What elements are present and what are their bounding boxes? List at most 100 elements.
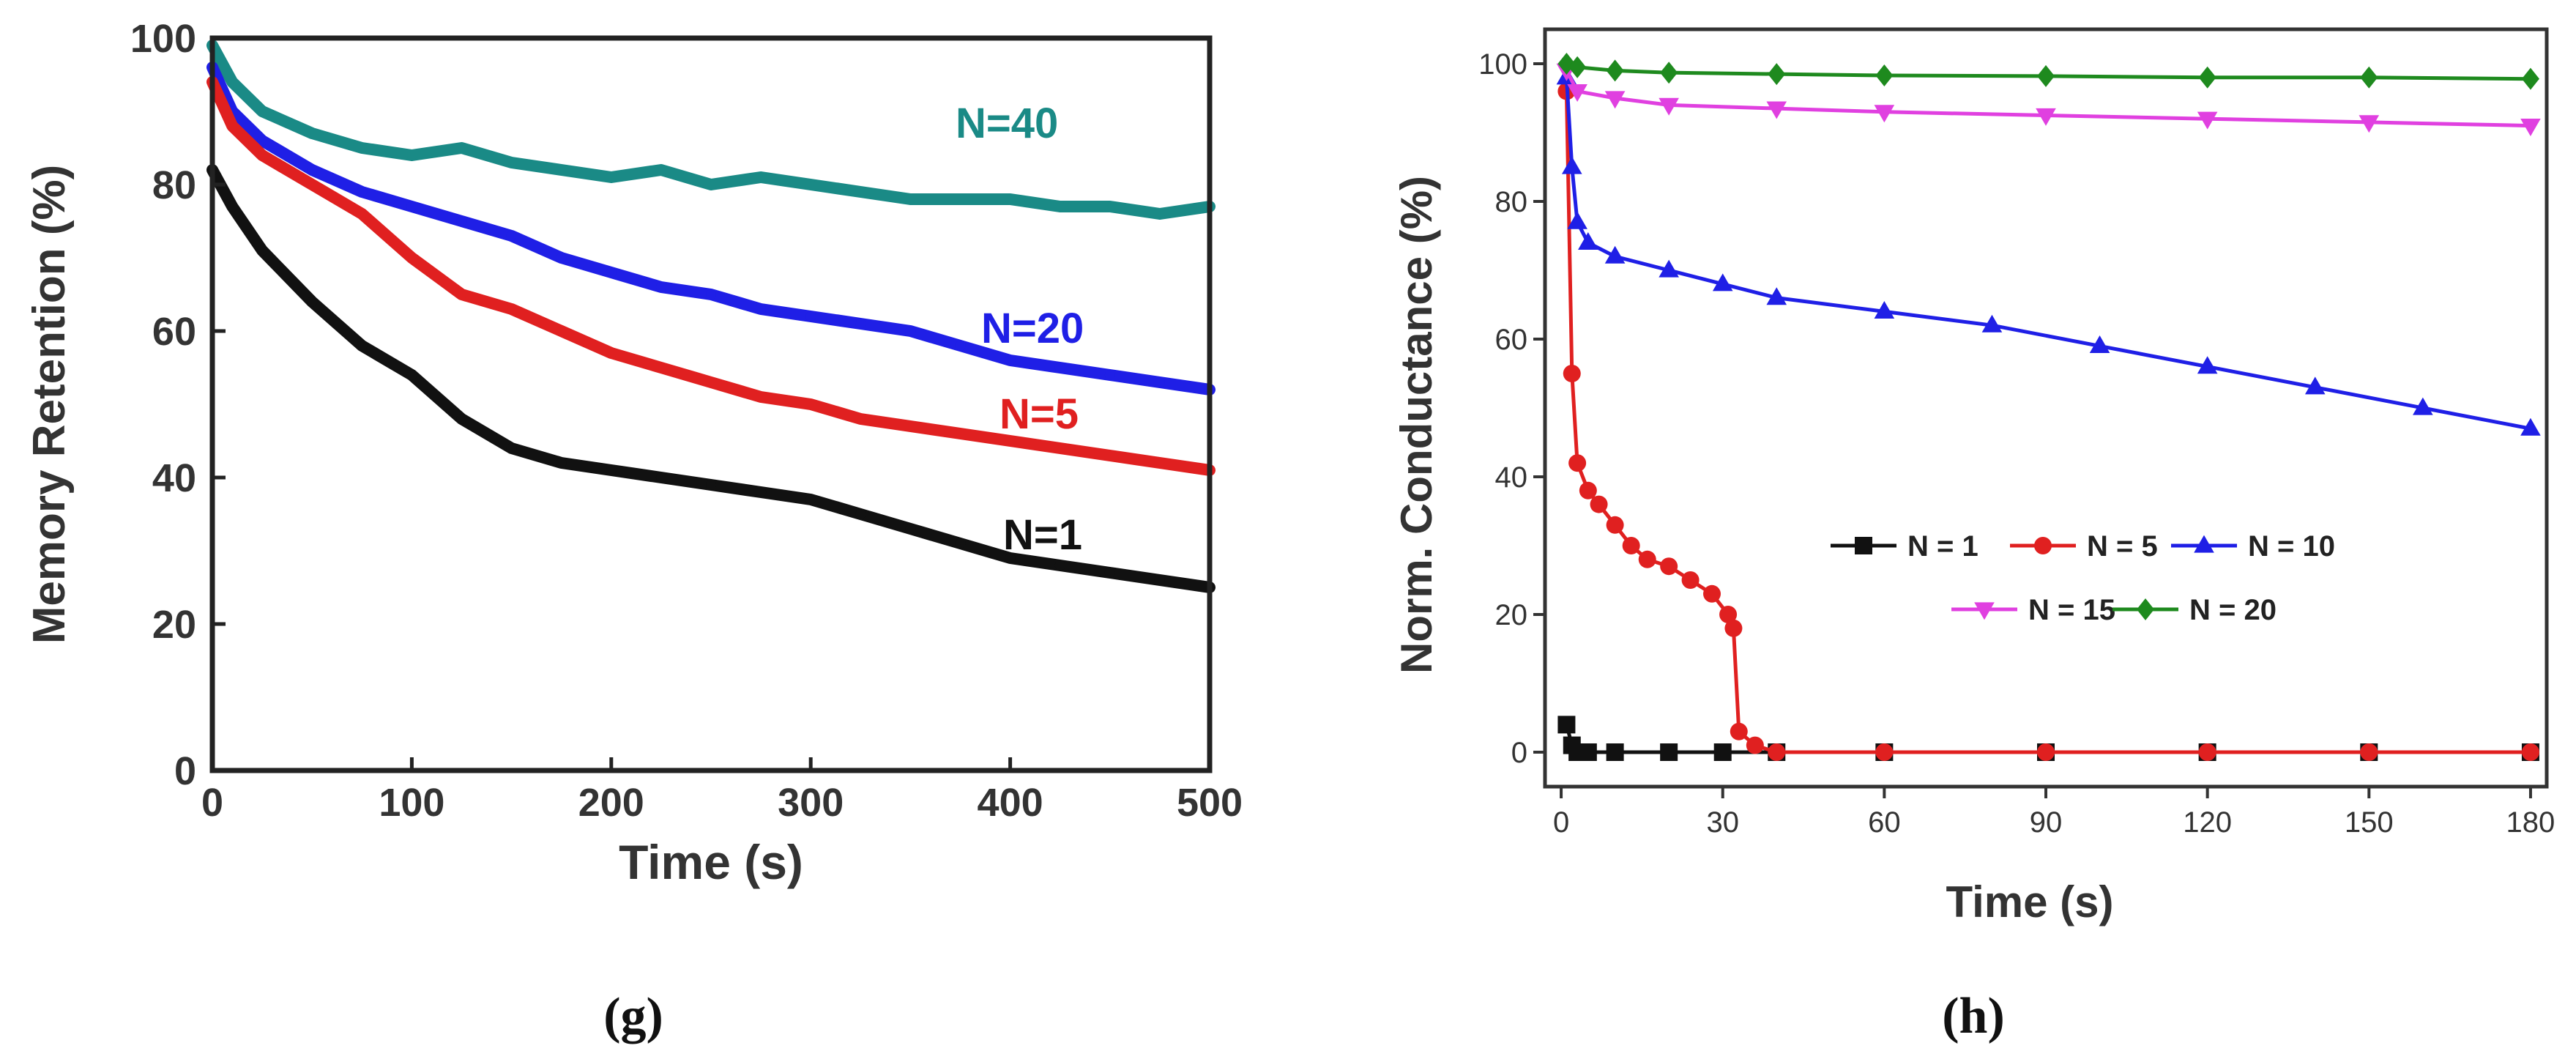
- chart-h-point-n-5: [2037, 743, 2055, 761]
- chart-h-point-n-10: [1561, 156, 1582, 174]
- chart-h-point-n-10: [1659, 259, 1679, 278]
- chart-h-y-tick-label: 20: [1495, 599, 1528, 631]
- chart-g-point-n-20: [406, 201, 417, 212]
- chart-h-point-n-5: [1681, 571, 1700, 589]
- chart-h-legend-marker-n-15: [1974, 602, 1995, 620]
- chart-h-point-n-15: [2197, 111, 2218, 130]
- chart-h-point-n-1: [1713, 743, 1732, 761]
- chart-g-point-n-5: [1104, 450, 1115, 461]
- chart-g-series-line-n-40: [206, 40, 1216, 220]
- chart-g-point-n-20: [556, 253, 567, 263]
- chart-h-point-n-15: [1874, 105, 1895, 123]
- chart-g-y-tick-label: 60: [152, 310, 196, 354]
- chart-g-point-n-20: [905, 326, 916, 336]
- chart-h-panel-label: (h): [1942, 988, 2005, 1044]
- chart-h-ticks: 0 30 60 90 120 150 180 0 20 40 60 80 100: [1478, 48, 2555, 839]
- chart-g-x-tick-label: 400: [978, 781, 1043, 825]
- chart-g-point-n-40: [307, 128, 318, 138]
- chart-g-point-n-1: [1054, 560, 1065, 571]
- chart-h-point-n-5: [1724, 619, 1743, 637]
- chart-g-point-n-5: [506, 304, 517, 314]
- chart-h-point-n-5: [1730, 722, 1748, 740]
- chart-h-point-n-5: [1703, 584, 1721, 603]
- chart-h-y-tick-label: 100: [1478, 48, 1527, 81]
- chart-h-point-n-1: [1606, 743, 1624, 761]
- chart-h-point-n-5: [1622, 537, 1640, 554]
- chart-g-point-n-20: [1154, 377, 1165, 387]
- chart-h-point-n-5: [1563, 365, 1581, 382]
- chart-h-point-n-1: [1579, 743, 1597, 761]
- chart-g-point-n-1: [1154, 575, 1165, 585]
- chart-g-point-n-5: [706, 377, 716, 387]
- chart-h-point-n-5: [2360, 743, 2378, 761]
- chart-g-point-n-1: [655, 472, 666, 483]
- chart-g-series-label-n-20: N=20: [981, 305, 1084, 352]
- chart-g-point-n-20: [855, 319, 866, 329]
- chart-h-series-line-n-5: [1564, 91, 2531, 754]
- chart-g-y-tick-label: 20: [152, 603, 196, 647]
- chart-h-point-n-20: [1875, 64, 1894, 86]
- chart-g-point-n-40: [655, 165, 666, 175]
- chart-g-point-n-40: [1054, 201, 1065, 212]
- chart-h-point-n-20: [1568, 56, 1587, 78]
- chart-h-point-n-10: [2089, 335, 2110, 353]
- chart-g-point-n-40: [805, 179, 816, 190]
- chart-g-ticks: 0 100 200 300 400 500 0 20 40 60 80 100: [130, 17, 1243, 825]
- chart-h-legend-marker-n-1: [1855, 537, 1872, 554]
- chart-h-point-n-5: [1660, 557, 1678, 576]
- chart-h-point-n-10: [1874, 301, 1895, 319]
- chart-g-point-n-20: [606, 267, 617, 278]
- chart-h-point-n-20: [1768, 63, 1786, 86]
- chart-h-legend-label-n-10: N = 10: [2248, 530, 2335, 562]
- chart-g-series-line-n-1: [206, 164, 1216, 593]
- chart-h-y-axis-label: Norm. Conductance (%): [1392, 176, 1441, 674]
- chart-h: 0 30 60 90 120 150 180 0 20 40 60 80 100 Time (s) No…: [1392, 27, 2555, 1044]
- chart-h-point-n-15: [1567, 84, 1587, 102]
- chart-g-point-n-1: [257, 245, 268, 256]
- chart-g-point-n-20: [955, 341, 966, 351]
- chart-g-point-n-1: [556, 458, 567, 468]
- chart-h-x-tick-label: 180: [2506, 806, 2555, 839]
- chart-h-y-tick-label: 40: [1495, 461, 1528, 494]
- chart-h-point-n-5: [1579, 481, 1597, 499]
- chart-h-legend-label-n-15: N = 15: [2028, 594, 2115, 626]
- chart-g-point-n-5: [955, 428, 966, 439]
- chart-g-x-tick-label: 0: [201, 781, 223, 825]
- chart-h-y-tick-label: 0: [1511, 737, 1527, 769]
- chart-g-frame: [209, 35, 1213, 773]
- chart-h-point-n-10: [2197, 356, 2218, 374]
- chart-g-point-n-1: [706, 480, 716, 490]
- chart-g-point-n-1: [227, 201, 238, 212]
- chart-g-series-line-n-5: [206, 76, 1216, 476]
- chart-g-point-n-40: [506, 157, 517, 168]
- chart-g-point-n-5: [357, 209, 368, 219]
- chart-g-point-n-5: [905, 421, 916, 431]
- chart-g-plot-area: N=40 N=20 N=5 N=1: [206, 40, 1216, 593]
- chart-h-point-n-10: [1981, 314, 2003, 333]
- chart-g-point-n-5: [257, 150, 268, 160]
- chart-g-x-tick-label: 500: [1177, 781, 1243, 825]
- chart-h-x-tick-label: 30: [1706, 806, 1739, 839]
- chart-g-y-axis-label: Memory Retention (%): [24, 165, 75, 644]
- chart-g-point-n-5: [606, 348, 617, 358]
- chart-h-plot-area: [1556, 53, 2541, 761]
- chart-h-legend-marker-n-10: [2194, 535, 2214, 553]
- chart-g-point-n-5: [406, 253, 417, 263]
- chart-g-point-n-5: [855, 414, 866, 424]
- chart-g-point-n-5: [655, 363, 666, 373]
- chart-g-point-n-1: [307, 297, 318, 307]
- chart-g-point-n-5: [556, 326, 567, 336]
- chart-g-x-tick-label: 200: [578, 781, 644, 825]
- chart-g-point-n-1: [506, 443, 517, 453]
- chart-g-series-label-n-1: N=1: [1003, 511, 1082, 559]
- chart-h-point-n-10: [2520, 417, 2541, 436]
- chart-h-point-n-5: [1638, 550, 1656, 568]
- chart-h-legend-marker-n-20: [2137, 598, 2154, 620]
- chart-h-point-n-5: [1746, 736, 1764, 754]
- chart-g-point-n-5: [1054, 443, 1065, 453]
- chart-h-point-n-10: [2304, 376, 2326, 395]
- chart-h-point-n-20: [1606, 59, 1624, 82]
- chart-h-legend: N = 1 N = 5 N = 10 N = 15 N = 20: [1831, 530, 2335, 626]
- chart-h-legend-marker-n-5: [2034, 537, 2052, 554]
- chart-h-series-line-n-15: [1565, 70, 2531, 128]
